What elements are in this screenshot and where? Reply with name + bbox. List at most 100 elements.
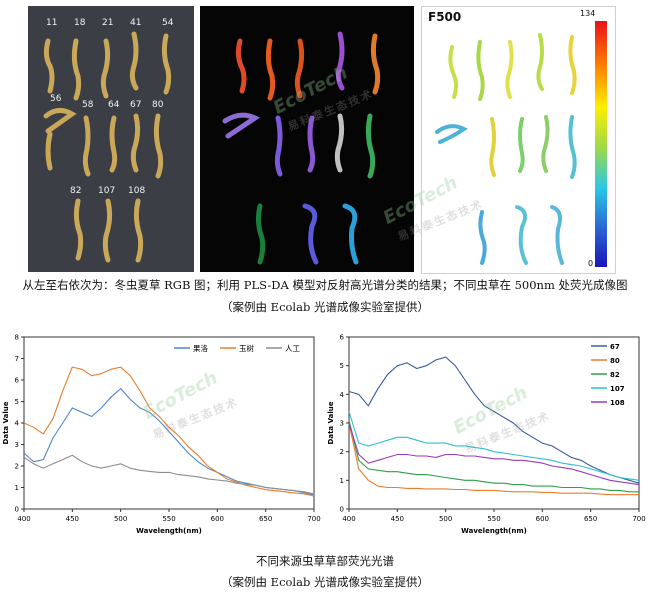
class-region [307,115,316,173]
legend-label: 80 [610,357,620,365]
fluorescence-region [448,45,458,99]
class-region [365,113,376,179]
class-region [222,112,261,139]
y-axis-label: Data Value [327,401,335,444]
y-tick-label: 5 [15,398,19,406]
fluorescence-region [568,115,577,179]
class-region [342,203,359,265]
series-line-玉树 [23,366,315,497]
x-tick-label: 500 [114,515,127,523]
series-line-82 [348,419,639,493]
specimen-label: 41 [130,18,142,28]
specimen-label: 108 [128,186,146,196]
series-line-107 [348,411,640,481]
x-tick-label: 400 [17,515,30,523]
specimen-82 [73,198,84,261]
legend-label: 果洛 [193,343,208,353]
bottom-caption: 不同来源虫草草部荧光光谱 [256,554,394,568]
x-axis-label: Wavelength(nm) [136,527,202,535]
top-caption: 从左至右依次为：冬虫夏草 RGB 图；利用 PLS-DA 模型对反射高光谱分类的… [22,278,628,292]
rgb-specimens [43,31,172,263]
rgb-image-panel: 11 18 21 41 54 56 58 64 67 80 82 107 108 [28,6,194,272]
specimen-21 [100,38,111,99]
legend-label: 67 [610,343,620,351]
legend-label: 玉树 [239,343,254,353]
class-region [235,38,247,94]
series-line-人工 [23,454,315,495]
fluorescence-region [489,117,496,177]
plsda-specimens [222,31,381,265]
specimen-108 [133,198,144,263]
y-tick-label: 2 [340,448,344,456]
specimen-41 [129,31,139,91]
legend-label: 人工 [285,344,300,353]
y-tick-label: 1 [340,477,344,485]
colorbar-max-label: 134 [580,9,596,18]
class-region [370,33,381,95]
y-tick-label: 0 [340,506,344,514]
class-region [274,115,283,177]
plot-frame [23,336,315,510]
specimen-56 [43,108,77,134]
y-tick-label: 7 [15,355,19,363]
colorbar [595,21,607,267]
y-tick-label: 3 [15,441,19,449]
y-axis-label: Data Value [2,401,10,444]
series-line-80 [348,422,639,496]
fluorescence-region [478,210,487,265]
fluorescence-region [518,117,525,173]
y-tick-label: 4 [15,420,20,428]
specimen-80 [153,113,164,179]
specimen-label: 18 [74,18,86,28]
x-tick-label: 650 [584,515,597,523]
f500-fluorescence-panel: F500 [421,6,616,274]
specimen-58 [82,115,91,177]
specimen-11 [43,38,55,94]
specimen-label: 21 [102,18,114,28]
fluorescence-region [568,35,577,95]
y-tick-label: 6 [15,377,20,385]
fluorescence-region [541,115,550,173]
x-tick-label: 550 [487,515,500,523]
x-tick-label: 650 [259,515,272,523]
x-tick-label: 400 [342,515,355,523]
specimen-64 [109,115,118,173]
specimen-56b [45,131,53,171]
class-region [302,203,319,265]
x-tick-label: 700 [307,515,320,523]
specimen-label: 58 [82,100,94,110]
class-region [294,38,305,99]
series-line-67 [348,356,640,484]
x-tick-label: 600 [536,515,549,523]
f500-label: F500 [428,10,462,24]
series-line-果洛 [23,387,315,496]
specimen-label: 54 [162,18,174,28]
y-tick-label: 4 [340,391,345,399]
x-tick-label: 700 [632,515,645,523]
fluorescence-region [536,33,544,91]
x-tick-label: 500 [439,515,452,523]
chart-right: 400 450 500 550 600 650 700 0 1 2 3 4 5 6 Wavelength(n… [327,334,646,536]
specimen-label: 64 [108,100,120,110]
fluorescence-region [505,40,514,99]
specimen-67 [130,113,141,173]
y-tick-label: 0 [15,506,19,514]
fluorescence-region [435,124,468,144]
specimen-label: 82 [70,186,82,196]
specimen-18 [71,38,82,101]
fluorescence-region [515,205,528,265]
y-tick-label: 3 [340,420,344,428]
f500-specimens [435,21,607,267]
y-tick-label: 1 [15,484,19,492]
legend-label: 108 [610,399,625,407]
chart-left: 400 450 500 550 600 650 700 0 1 2 3 4 5 6 7 8 Wavelength… [2,334,321,536]
x-tick-label: 450 [66,515,79,523]
specimen-label: 80 [152,100,164,110]
legend-label: 107 [610,385,625,393]
series-line-108 [348,422,640,486]
x-tick-label: 550 [162,515,175,523]
x-tick-label: 450 [391,515,404,523]
class-region [255,203,266,265]
x-tick-label: 600 [211,515,224,523]
fluorescence-region [550,205,564,265]
